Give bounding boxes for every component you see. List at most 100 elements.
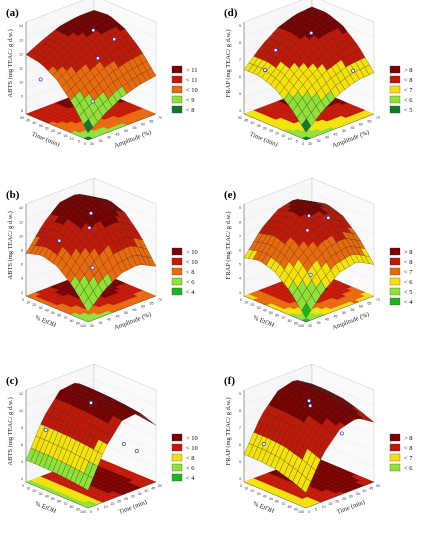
z-tick-label: 12 <box>19 220 23 224</box>
x-tick-label: 25 <box>124 497 128 501</box>
y-tick-label: 5 <box>78 139 80 143</box>
z-tick-label: 7 <box>239 58 241 62</box>
z-tick-label: 10 <box>19 81 23 85</box>
legend-label: < 10 <box>186 87 198 94</box>
x-axis-line <box>305 113 375 141</box>
y-tick-label: 10 <box>26 301 30 305</box>
x-tick-label: 5 <box>97 507 99 511</box>
legend-label: < 8 <box>186 107 195 114</box>
panel-3: 3035404550556065700510152025303540455045… <box>224 0 413 150</box>
x-tick-label: 60 <box>141 123 145 127</box>
surface-mesh-cell <box>301 118 312 133</box>
y-tick-label: 40 <box>250 121 254 125</box>
z-tick-label: 8 <box>21 426 23 430</box>
legend-swatch <box>389 105 401 114</box>
x-tick-label: 35 <box>99 139 103 143</box>
legend-label: < 10 <box>186 445 198 452</box>
y-tick-label: 45 <box>244 119 248 123</box>
x-tick-label: 35 <box>317 321 321 325</box>
experimental-point <box>38 77 43 82</box>
z-tick-label: 9 <box>21 95 23 99</box>
y-tick-label: 40 <box>32 121 36 125</box>
panel-label: (c) <box>6 375 19 387</box>
x-tick-label: 30 <box>308 324 312 328</box>
z-tick-label: 6 <box>21 443 23 447</box>
surface-mesh-cell <box>83 119 94 134</box>
y-axis-title: Time (min) <box>31 131 61 149</box>
y-tick-label: 30 <box>257 306 261 310</box>
y-tick-label: 35 <box>39 124 43 128</box>
y-tick-label: 0 <box>240 298 242 302</box>
x-tick-label: 45 <box>116 132 120 136</box>
legend-swatch <box>171 473 183 482</box>
legend-label: > 10 <box>186 435 198 442</box>
x-tick-label: 35 <box>138 492 142 496</box>
z-gridline <box>25 379 157 406</box>
legend-swatch <box>389 297 401 306</box>
legend-swatch <box>389 95 401 104</box>
y-tick-label: 100 <box>80 510 86 514</box>
y-tick-label: 80 <box>70 505 74 509</box>
legend-label: > 10 <box>186 249 198 256</box>
experimental-point <box>305 228 310 233</box>
z-gridline <box>243 193 375 220</box>
z-tick-label: 9 <box>239 24 241 28</box>
x-tick-label: 30 <box>349 494 353 498</box>
legend-label: < 4 <box>186 475 195 482</box>
experimental-point <box>112 37 117 42</box>
y-tick-label: 0 <box>240 484 242 488</box>
z-tick-label: 6 <box>239 249 241 253</box>
y-axis-line <box>243 113 307 141</box>
surface-mesh-cell <box>301 302 312 319</box>
x-tick-label: 65 <box>150 301 154 305</box>
z-gridline <box>25 193 157 220</box>
legend-label: < 7 <box>404 87 413 94</box>
z-axis-title: FRAP (mg TEAC/ g d.w.) <box>225 29 232 97</box>
panel-4: 3035404550556065701009080706050403020100… <box>224 177 413 332</box>
x-tick-label: 70 <box>376 116 380 120</box>
y-tick-label: 10 <box>244 487 248 491</box>
y-tick-label: 20 <box>250 489 254 493</box>
y-tick-label: 20 <box>57 132 61 136</box>
y-tick-label: 50 <box>269 497 273 501</box>
y-tick-label: 80 <box>288 319 292 323</box>
z-tick-label: 5 <box>239 263 241 267</box>
experimental-point <box>89 400 93 405</box>
legend-swatch <box>171 75 183 84</box>
experimental-point <box>87 225 92 230</box>
y-axis-title: % EtOH <box>252 500 275 515</box>
y-tick-label: 40 <box>45 494 49 498</box>
y-tick-label: 0 <box>302 142 304 146</box>
z-axis-title: ABTS (mg TEAC/ g d.w.) <box>7 397 14 465</box>
y-tick-label: 30 <box>263 126 267 130</box>
x-axis-line <box>87 481 157 509</box>
z-tick-label: 4 <box>239 109 241 113</box>
legend-swatch <box>389 277 401 286</box>
x-tick-label: 50 <box>124 311 128 315</box>
z-tick-label: 5 <box>239 460 241 464</box>
x-tick-label: 50 <box>376 484 380 488</box>
experimental-point <box>89 211 93 216</box>
y-tick-label: 50 <box>238 116 242 120</box>
x-tick-label: 70 <box>376 298 380 302</box>
experimental-point <box>95 56 100 61</box>
experimental-point <box>308 272 313 277</box>
panel-label: (b) <box>6 189 20 201</box>
legend-swatch <box>171 463 183 472</box>
legend-label: < 7 <box>404 269 413 276</box>
experimental-point <box>43 427 48 432</box>
panel-label: (f) <box>224 375 235 387</box>
legend-swatch <box>171 443 183 452</box>
legend-label: > 8 <box>404 249 413 256</box>
legend-swatch <box>171 95 183 104</box>
experimental-point <box>261 442 266 447</box>
y-tick-label: 80 <box>288 505 292 509</box>
z-tick-label: 12 <box>19 392 23 396</box>
surface-mesh-cell <box>83 475 94 491</box>
panel-2: 0510152025303540455010090807060504030201… <box>6 363 198 516</box>
z-axis-title: FRAP (mg TEAC/ g d.w.) <box>225 211 232 279</box>
x-tick-label: 40 <box>107 318 111 322</box>
panel-label: (d) <box>224 7 238 19</box>
x-tick-label: 10 <box>322 505 326 509</box>
